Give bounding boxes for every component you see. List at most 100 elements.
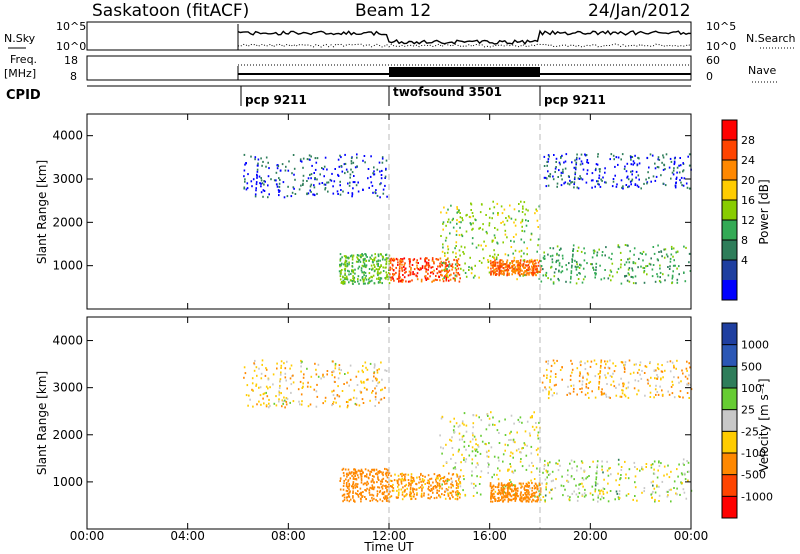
scatter-cell (684, 478, 687, 481)
scatter-cell (373, 363, 376, 366)
scatter-cell (556, 392, 558, 395)
scatter-cell (498, 267, 501, 270)
scatter-cell (604, 167, 606, 170)
scatter-cell (321, 182, 324, 184)
scatter-cell (379, 489, 382, 492)
scatter-cell (346, 486, 349, 489)
scatter-cell (515, 233, 517, 236)
scatter-cell (351, 256, 354, 259)
scatter-cell (510, 438, 512, 441)
scatter-cell (396, 481, 399, 484)
scatter-cell (369, 175, 372, 178)
scatter-cell (514, 469, 516, 472)
scatter-cell (571, 467, 573, 470)
scatter-cell (428, 480, 430, 483)
scatter-cell (524, 430, 527, 433)
colorbar-tick-label: 8 (741, 234, 748, 247)
y-tick-label: 2000 (52, 215, 83, 229)
scatter-cell (352, 496, 354, 499)
scatter-cell (401, 258, 404, 261)
scatter-cell (580, 264, 582, 267)
scatter-cell (278, 391, 281, 394)
scatter-cell (315, 390, 318, 393)
freq-panel-frame (86, 55, 692, 81)
scatter-cell (398, 277, 400, 280)
scatter-cell (666, 360, 669, 363)
colorbar-tick-label: -100 (741, 447, 766, 460)
scatter-cell (445, 261, 447, 264)
scatter-cell (657, 368, 660, 371)
scatter-cell (366, 368, 369, 371)
scatter-cell (584, 275, 586, 278)
scatter-cell (442, 278, 444, 281)
scatter-cell (596, 482, 599, 485)
scatter-cell (276, 367, 278, 370)
scatter-cell (538, 277, 541, 280)
scatter-cell (686, 383, 688, 386)
scatter-cell (668, 488, 671, 491)
scatter-cell (445, 276, 448, 279)
scatter-cell (471, 268, 473, 271)
scatter-cell (643, 281, 646, 284)
scatter-cell (474, 448, 476, 451)
scatter-cell (278, 387, 281, 390)
scatter-cell (606, 491, 608, 494)
scatter-cell (525, 482, 528, 485)
scatter-cell (429, 490, 432, 492)
scatter-cell (493, 261, 496, 264)
scatter-cell (479, 493, 482, 496)
scatter-cell (522, 494, 524, 496)
scatter-cell (579, 272, 581, 275)
scatter-cell (298, 400, 300, 403)
scatter-cell (530, 452, 533, 455)
scatter-cell (517, 265, 519, 268)
scatter-cell (542, 471, 544, 474)
scatter-cell (360, 492, 363, 495)
scatter-cell (579, 263, 581, 266)
scatter-cell (682, 184, 685, 187)
scatter-cell (334, 397, 336, 400)
scatter-cell (607, 277, 610, 280)
scatter-cell (461, 422, 464, 425)
scatter-cell (405, 494, 407, 497)
scatter-cell (555, 478, 557, 481)
scatter-cell (676, 281, 679, 284)
scatter-cell (611, 185, 614, 188)
scatter-cell (687, 155, 689, 158)
scatter-cell (522, 273, 525, 276)
scatter-cell (245, 188, 248, 191)
scatter-cell (302, 166, 304, 169)
scatter-cell (404, 473, 407, 476)
scatter-cell (504, 498, 506, 501)
scatter-cell (452, 226, 455, 229)
scatter-cell (510, 481, 512, 484)
scatter-cell (588, 475, 590, 477)
scatter-cell (493, 234, 496, 237)
colorbar-swatch (722, 344, 737, 367)
scatter-cell (424, 267, 426, 270)
scatter-cell (625, 387, 628, 390)
scatter-cell (672, 173, 675, 176)
scatter-cell (465, 230, 468, 233)
scatter-cell (482, 223, 484, 226)
scatter-cell (292, 186, 295, 189)
scatter-cell (346, 277, 348, 280)
scatter-cell (575, 484, 577, 487)
scatter-cell (596, 460, 599, 463)
scatter-cell (278, 398, 280, 401)
scatter-cell (439, 262, 441, 265)
scatter-cell (309, 403, 312, 406)
scatter-cell (688, 261, 690, 264)
scatter-cell (347, 468, 350, 471)
scatter-cell (654, 491, 657, 494)
scatter-cell (536, 250, 538, 253)
scatter-cell (339, 405, 341, 408)
scatter-cell (497, 484, 500, 486)
scatter-cell (372, 172, 374, 175)
scatter-cell (617, 267, 620, 270)
scatter-cell (597, 183, 599, 185)
scatter-cell (598, 382, 600, 385)
scatter-cell (555, 383, 557, 386)
scatter-cell (575, 166, 577, 169)
scatter-cell (569, 179, 571, 182)
